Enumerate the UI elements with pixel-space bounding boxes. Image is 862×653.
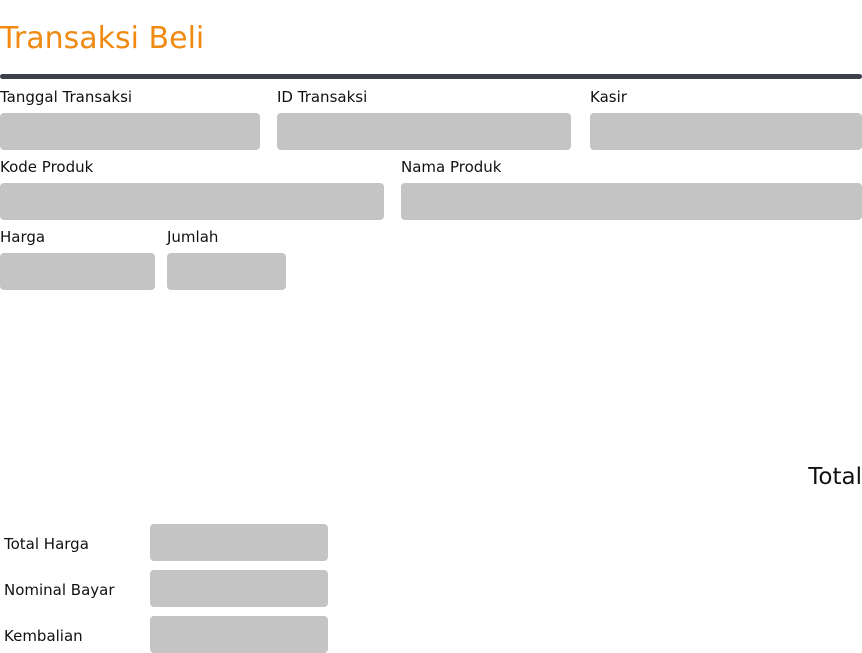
nominal-bayar-input[interactable] <box>150 570 328 607</box>
total-harga-input[interactable] <box>150 524 328 561</box>
kasir-input[interactable] <box>590 113 862 150</box>
kembalian-input[interactable] <box>150 616 328 653</box>
jumlah-input[interactable] <box>167 253 286 290</box>
nominal-bayar-label: Nominal Bayar <box>4 581 115 599</box>
nama-produk-input[interactable] <box>401 183 862 220</box>
harga-label: Harga <box>0 228 46 246</box>
tanggal-transaksi-label: Tanggal Transaksi <box>0 88 133 106</box>
tanggal-transaksi-input[interactable] <box>0 113 260 150</box>
kode-produk-input[interactable] <box>0 183 384 220</box>
harga-input[interactable] <box>0 253 155 290</box>
id-transaksi-input[interactable] <box>277 113 571 150</box>
kode-produk-label: Kode Produk <box>0 158 94 176</box>
page-title: Transaksi Beli <box>0 21 205 56</box>
kembalian-label: Kembalian <box>4 627 83 645</box>
nama-produk-label: Nama Produk <box>401 158 502 176</box>
jumlah-label: Jumlah <box>167 228 219 246</box>
id-transaksi-label: ID Transaksi <box>277 88 368 106</box>
kasir-label: Kasir <box>590 88 627 106</box>
total-harga-label: Total Harga <box>4 535 89 553</box>
title-divider <box>0 74 862 79</box>
total-heading: Total <box>808 464 862 490</box>
